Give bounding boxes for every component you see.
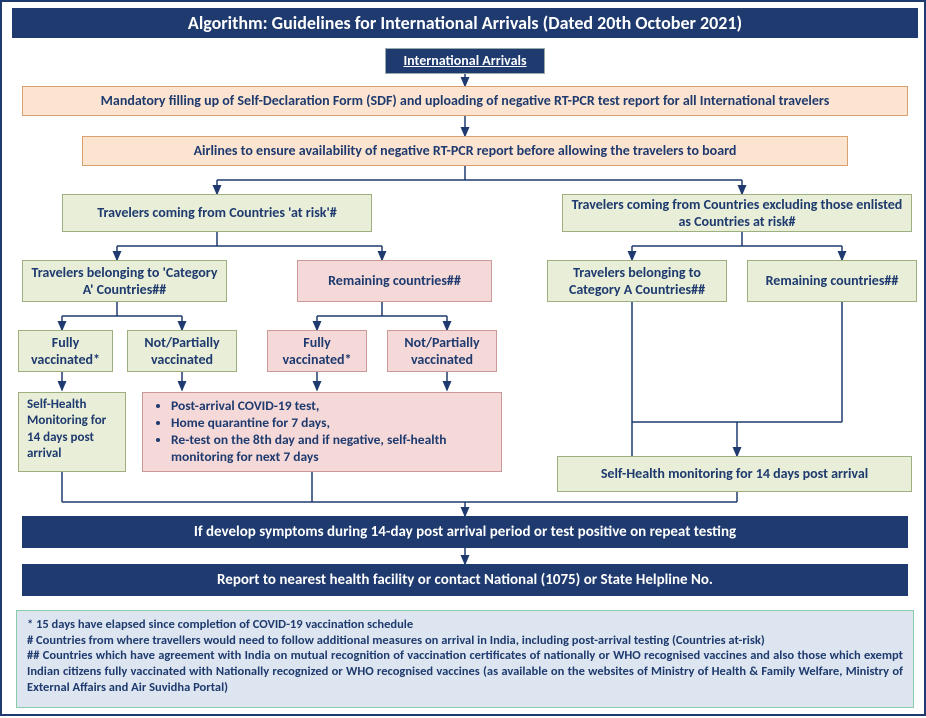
footnote-line: # Countries from where travellers would … (27, 633, 903, 649)
catA-left-text: Travelers belonging to 'Category A' Coun… (31, 264, 218, 299)
footnote-line: * 15 days have elapsed since completion … (27, 617, 903, 633)
start-node: International Arrivals (385, 48, 545, 74)
catA-left: Travelers belonging to 'Category A' Coun… (22, 260, 227, 302)
selfmon-right-text: Self-Health monitoring for 14 days post … (601, 465, 868, 483)
notfully-left1-text: Not/Partially vaccinated (136, 334, 228, 369)
notrisk-text: Travelers coming from Countries excludin… (571, 196, 903, 231)
fully-left1: Fully vaccinated* (18, 330, 113, 372)
quarantine-bullet: Post-arrival COVID-19 test, (171, 398, 493, 415)
selfmon-left-text: Self-Health Monitoring for 14 days post … (27, 397, 117, 462)
notfully-left2: Not/Partially vaccinated (387, 330, 497, 372)
catA-right: Travelers belonging to Category A Countr… (547, 260, 727, 302)
selfmon-left: Self-Health Monitoring for 14 days post … (18, 392, 126, 472)
remaining-left-text: Remaining countries## (328, 272, 461, 290)
selfmon-right: Self-Health monitoring for 14 days post … (557, 456, 912, 492)
fully-left1-text: Fully vaccinated* (27, 334, 104, 369)
fully-left2: Fully vaccinated* (267, 330, 367, 372)
quarantine-list: Post-arrival COVID-19 test, Home quarant… (151, 398, 493, 466)
notfully-left2-text: Not/Partially vaccinated (396, 334, 488, 369)
title-bar: Algorithm: Guidelines for International … (12, 8, 918, 38)
symptoms-text: If develop symptoms during 14-day post a… (194, 523, 736, 542)
quarantine-box: Post-arrival COVID-19 test, Home quarant… (142, 392, 502, 472)
quarantine-bullet: Home quarantine for 7 days, (171, 415, 493, 432)
step-airlines: Airlines to ensure availability of negat… (82, 136, 848, 166)
fully-left2-text: Fully vaccinated* (276, 334, 358, 369)
remaining-left: Remaining countries## (297, 260, 492, 302)
quarantine-bullet: Re-test on the 8th day and if negative, … (171, 432, 493, 466)
airlines-text: Airlines to ensure availability of negat… (194, 142, 737, 160)
branch-notrisk: Travelers coming from Countries excludin… (562, 194, 912, 232)
report-bar: Report to nearest health facility or con… (22, 564, 908, 596)
remaining-right-text: Remaining countries## (766, 272, 899, 290)
symptoms-bar: If develop symptoms during 14-day post a… (22, 516, 908, 548)
start-label: International Arrivals (403, 52, 526, 70)
remaining-right: Remaining countries## (747, 260, 917, 302)
footnotes-box: * 15 days have elapsed since completion … (16, 610, 914, 708)
footnote-line: ## Countries which have agreement with I… (27, 648, 903, 695)
report-text: Report to nearest health facility or con… (217, 571, 713, 590)
notfully-left1: Not/Partially vaccinated (127, 330, 237, 372)
atrisk-text: Travelers coming from Countries 'at risk… (97, 204, 337, 222)
title-text: Algorithm: Guidelines for International … (188, 12, 742, 35)
step-sdf: Mandatory filling up of Self-Declaration… (22, 86, 908, 116)
catA-right-text: Travelers belonging to Category A Countr… (556, 264, 718, 299)
sdf-text: Mandatory filling up of Self-Declaration… (101, 92, 830, 110)
branch-atrisk: Travelers coming from Countries 'at risk… (62, 194, 372, 232)
